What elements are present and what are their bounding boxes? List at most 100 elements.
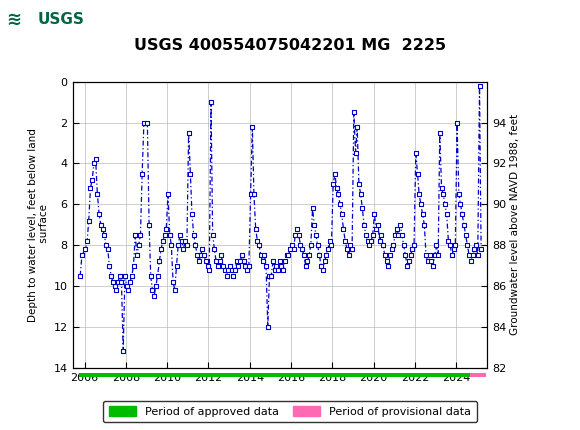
Point [475,82,484,89]
Point [173,242,183,249]
Point [310,221,319,228]
Point [367,237,376,244]
Point [93,190,102,197]
Point [277,262,286,269]
Point [219,262,228,269]
Point [390,231,400,238]
Legend: Period of approved data, Period of provisional data: Period of approved data, Period of provi… [103,401,477,422]
Point [404,258,414,265]
Point [298,246,307,252]
Point [230,266,240,273]
Point [308,205,317,212]
Point [263,323,273,330]
Point [232,258,241,265]
Point [125,279,135,286]
Point [447,252,456,259]
Point [194,258,204,265]
Point [360,221,369,228]
Point [373,221,382,228]
Point [168,279,177,286]
Point [472,242,481,249]
Point [365,242,374,249]
Point [418,211,427,218]
Point [389,242,398,249]
Point [458,211,467,218]
Point [208,231,218,238]
Point [303,258,312,265]
Point [285,246,295,252]
Point [299,252,309,259]
Point [325,237,335,244]
Point [476,246,485,252]
Point [239,258,248,265]
Point [330,170,339,177]
Y-axis label: Depth to water level, feet below land
 surface: Depth to water level, feet below land su… [28,128,49,322]
Point [237,252,246,259]
Point [210,246,219,252]
Bar [79,372,470,377]
Point [392,225,401,232]
Point [420,221,429,228]
Point [344,252,353,259]
Point [449,246,458,252]
Point [253,237,262,244]
Point [426,258,436,265]
Point [117,279,126,286]
Point [108,279,118,286]
Point [205,266,214,273]
Point [296,242,305,249]
Point [96,221,106,228]
Point [223,266,233,273]
Point [351,150,360,157]
Point [370,211,379,218]
Point [440,201,450,208]
Point [256,252,266,259]
Point [340,237,350,244]
Point [396,221,405,228]
Point [376,231,386,238]
Point [170,286,179,293]
Point [289,246,298,252]
Point [347,246,357,252]
Point [278,266,288,273]
Point [107,272,116,279]
Point [182,242,191,249]
Point [372,225,381,232]
Point [222,272,231,279]
Point [98,225,107,232]
Point [82,237,92,244]
Text: USGS 400554075042201 MG  2225: USGS 400554075042201 MG 2225 [134,38,446,52]
Point [430,252,439,259]
Point [227,266,236,273]
Point [248,123,257,130]
Point [335,201,345,208]
Point [342,246,351,252]
Point [213,262,223,269]
Point [456,201,465,208]
Point [265,272,274,279]
Point [282,252,291,259]
Point [215,258,224,265]
Point [275,258,284,265]
Point [468,252,477,259]
Point [187,211,197,218]
Text: ≋: ≋ [6,11,21,29]
Point [136,231,145,238]
Point [186,170,195,177]
Point [304,252,314,259]
Point [157,246,166,252]
Point [196,252,205,259]
Point [113,279,122,286]
Point [225,262,234,269]
Point [203,262,212,269]
Point [89,160,99,167]
Text: USGS: USGS [38,12,85,28]
Point [260,252,269,259]
Point [328,180,338,187]
Point [287,242,296,249]
Point [382,258,391,265]
Point [77,252,86,259]
Point [86,184,95,191]
Point [408,246,417,252]
Point [454,190,463,197]
